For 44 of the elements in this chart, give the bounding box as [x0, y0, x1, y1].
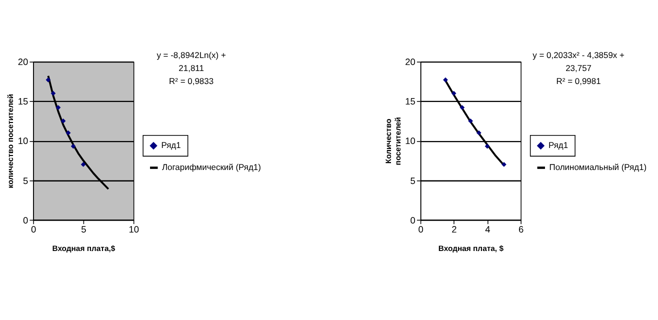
point [60, 118, 66, 124]
legend-label: Ряд1 [161, 140, 182, 150]
point [50, 90, 56, 96]
legend-label: Полиномиальный (Ряд1) [549, 162, 647, 172]
text: y = -8,8942Ln(x) + [156, 50, 226, 60]
text: посетителей [393, 117, 402, 166]
y-tick-label: 5 [23, 176, 28, 186]
y-tick-label: 10 [405, 136, 416, 146]
point [443, 77, 448, 82]
text: 23,757 [566, 62, 592, 73]
y-tick-label: 20 [405, 57, 416, 68]
x-axis-title: Входная плата, $ [438, 244, 504, 254]
point [46, 77, 51, 82]
point [70, 144, 76, 149]
text: Количество [384, 118, 394, 164]
legend-label: Логарифмический (Ряд1) [162, 162, 262, 172]
x-tick-label: 0 [30, 224, 36, 235]
point [460, 105, 465, 110]
x-tick-label: 6 [518, 224, 524, 235]
point [476, 130, 482, 136]
y-tick-label: 20 [18, 57, 28, 68]
point [468, 118, 473, 124]
x-tick-label: 4 [485, 224, 490, 235]
point [80, 162, 86, 167]
x-tick-label: 10 [128, 224, 139, 235]
legend-label: Ряд1 [548, 140, 568, 150]
y-tick-label: 0 [23, 215, 28, 226]
text: R² = 0,9833 [169, 76, 214, 86]
y-tick-label: 15 [18, 96, 28, 107]
x-tick-label: 2 [452, 224, 457, 235]
y-tick-label: 15 [405, 96, 416, 107]
y-tick-label: 5 [410, 176, 416, 186]
text: R² = 0,9981 [556, 76, 602, 86]
x-tick-label: 5 [81, 224, 86, 235]
point [66, 130, 71, 136]
x-tick-label: 0 [418, 224, 424, 235]
text: 21,811 [178, 62, 204, 73]
text: y = 0,2033x² - 4,3859x + [532, 50, 624, 60]
point [56, 105, 61, 110]
y-tick-label: 10 [18, 136, 28, 146]
y-axis-title: количество посетителей [6, 94, 16, 188]
x-axis-title: Входная плата,$ [52, 244, 116, 254]
y-tick-label: 0 [410, 215, 416, 226]
point [451, 90, 456, 96]
